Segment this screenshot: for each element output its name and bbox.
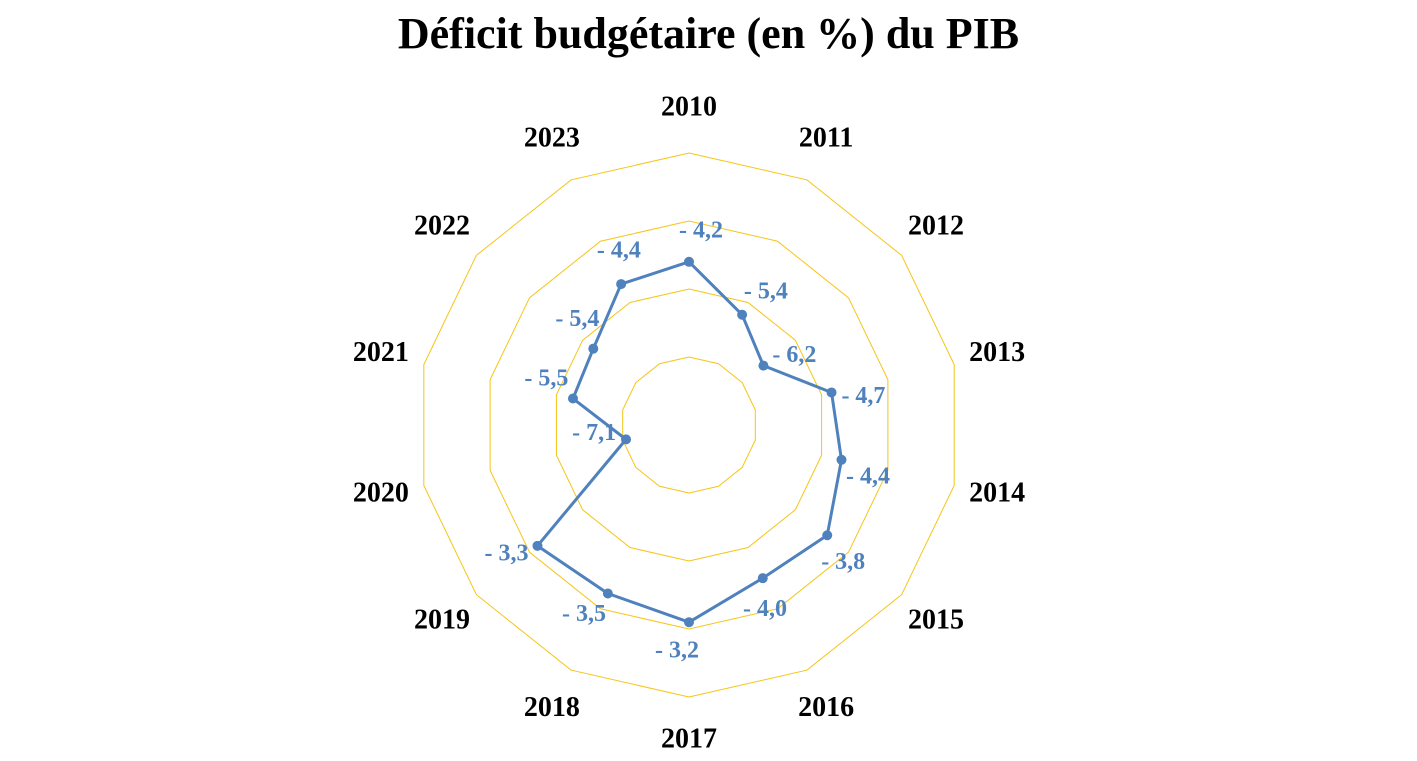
category-label-2015: 2015 — [908, 604, 964, 635]
value-label-2020: - 7,1 — [572, 420, 616, 446]
category-label-2013: 2013 — [969, 337, 1025, 368]
category-labels: 2010 2011 2012 2013 2014 2015 2016 2017 2018 2019… — [353, 91, 1025, 754]
value-label-2011: - 5,4 — [744, 278, 788, 304]
category-label-2016: 2016 — [798, 692, 854, 723]
data-point-2014 — [836, 454, 847, 465]
category-label-2017: 2017 — [661, 723, 717, 754]
category-label-2012: 2012 — [908, 210, 964, 241]
category-label-2021: 2021 — [353, 337, 409, 368]
series-group — [532, 256, 847, 628]
grid-ring-1 — [622, 356, 756, 494]
category-label-2020: 2020 — [353, 478, 409, 509]
data-point-2010 — [684, 256, 694, 267]
value-label-2023: - 4,4 — [597, 237, 641, 263]
radar-grid — [423, 152, 955, 698]
grid-ring-3 — [489, 220, 889, 630]
data-point-2016 — [757, 573, 768, 584]
category-label-2019: 2019 — [414, 604, 470, 635]
data-point-2018 — [602, 588, 613, 599]
grid-ring-2 — [555, 288, 823, 562]
value-label-2022: - 5,4 — [555, 306, 599, 332]
value-label-2014: - 4,4 — [846, 464, 890, 490]
value-label-2021: - 5,5 — [524, 366, 568, 392]
value-label-2012: - 6,2 — [772, 342, 816, 368]
data-point-2011 — [737, 309, 748, 320]
data-point-2017 — [684, 617, 694, 628]
value-label-2015: - 3,8 — [821, 549, 865, 575]
value-label-2017: - 3,2 — [655, 638, 699, 664]
grid-ring-4 — [423, 152, 955, 698]
category-label-2018: 2018 — [524, 692, 580, 723]
category-label-2022: 2022 — [414, 210, 470, 241]
value-labels: - 4,2 - 5,4 - 6,2 - 4,7 - 4,4 - 3,8 - 4,0 - 3,2… — [485, 217, 891, 663]
category-label-2023: 2023 — [524, 123, 580, 154]
data-point-2015 — [822, 530, 833, 541]
value-label-2018: - 3,5 — [562, 601, 606, 627]
data-point-2020 — [621, 434, 632, 445]
data-point-2021 — [567, 393, 578, 404]
category-label-2010: 2010 — [661, 91, 717, 122]
data-point-2012 — [758, 360, 769, 371]
category-label-2011: 2011 — [799, 123, 853, 154]
value-label-2010: - 4,2 — [679, 217, 723, 243]
data-point-2013 — [826, 387, 837, 398]
value-label-2016: - 4,0 — [743, 596, 787, 622]
category-label-2014: 2014 — [969, 478, 1025, 509]
value-label-2013: - 4,7 — [841, 383, 885, 409]
data-point-2019 — [532, 540, 543, 551]
data-point-2022 — [588, 343, 599, 354]
value-label-2019: - 3,3 — [485, 541, 529, 567]
data-point-2023 — [616, 279, 627, 290]
chart-title: Déficit budgétaire (en %) du PIB — [397, 9, 1020, 58]
